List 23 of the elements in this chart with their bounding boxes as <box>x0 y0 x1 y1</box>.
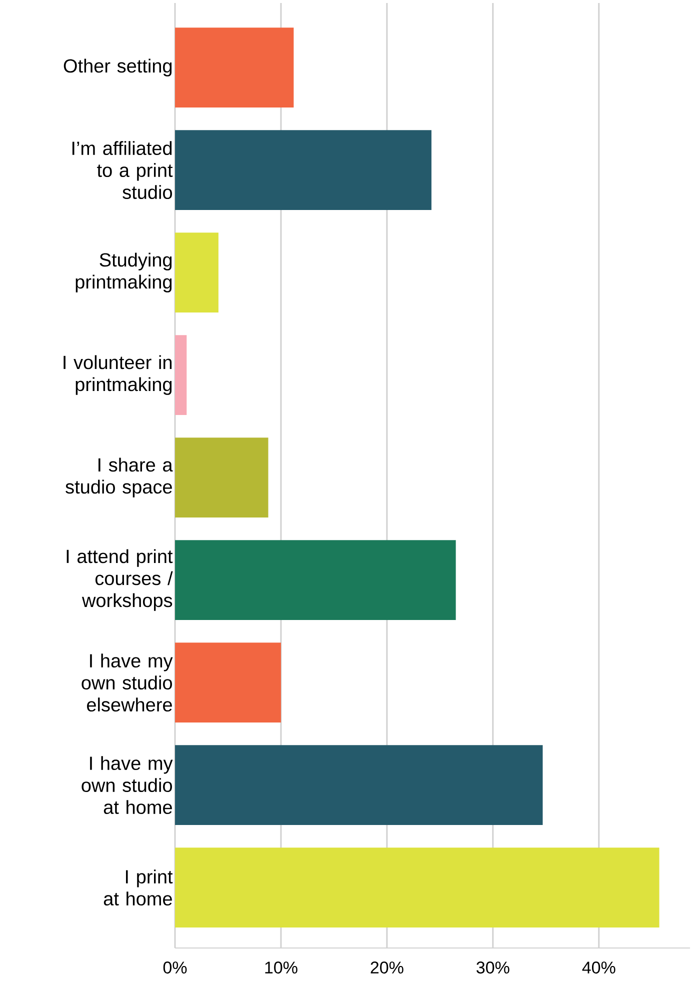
y-tick-label: I have my own studio elsewhere <box>82 654 173 712</box>
y-tick-label: I share a studio space <box>66 458 173 498</box>
bar <box>175 130 432 210</box>
y-tick-label: I have my own studio at home <box>82 756 173 814</box>
y-tick-label: I volunteer in printmaking <box>64 355 172 395</box>
x-tick-label: 30% <box>476 962 510 974</box>
bar <box>175 848 660 928</box>
bar <box>175 642 281 723</box>
x-tick-label: 20% <box>370 962 404 974</box>
bar <box>175 28 294 108</box>
y-tick-label: I attend print courses / workshops <box>66 549 173 611</box>
bar <box>175 438 268 518</box>
bar <box>175 335 187 416</box>
bar <box>175 745 543 826</box>
y-tick-label: Studying printmaking <box>76 252 172 292</box>
x-tick-label: 10% <box>265 962 298 974</box>
x-tick-label: 0% <box>163 962 187 974</box>
y-tick-label: I print at home <box>104 870 173 906</box>
x-tick-label: 40% <box>582 962 616 974</box>
y-tick-label: I’m affiliated to a print studio <box>72 141 173 200</box>
bar <box>175 540 456 620</box>
y-tick-label: Other setting <box>64 58 172 76</box>
bar <box>175 232 218 313</box>
